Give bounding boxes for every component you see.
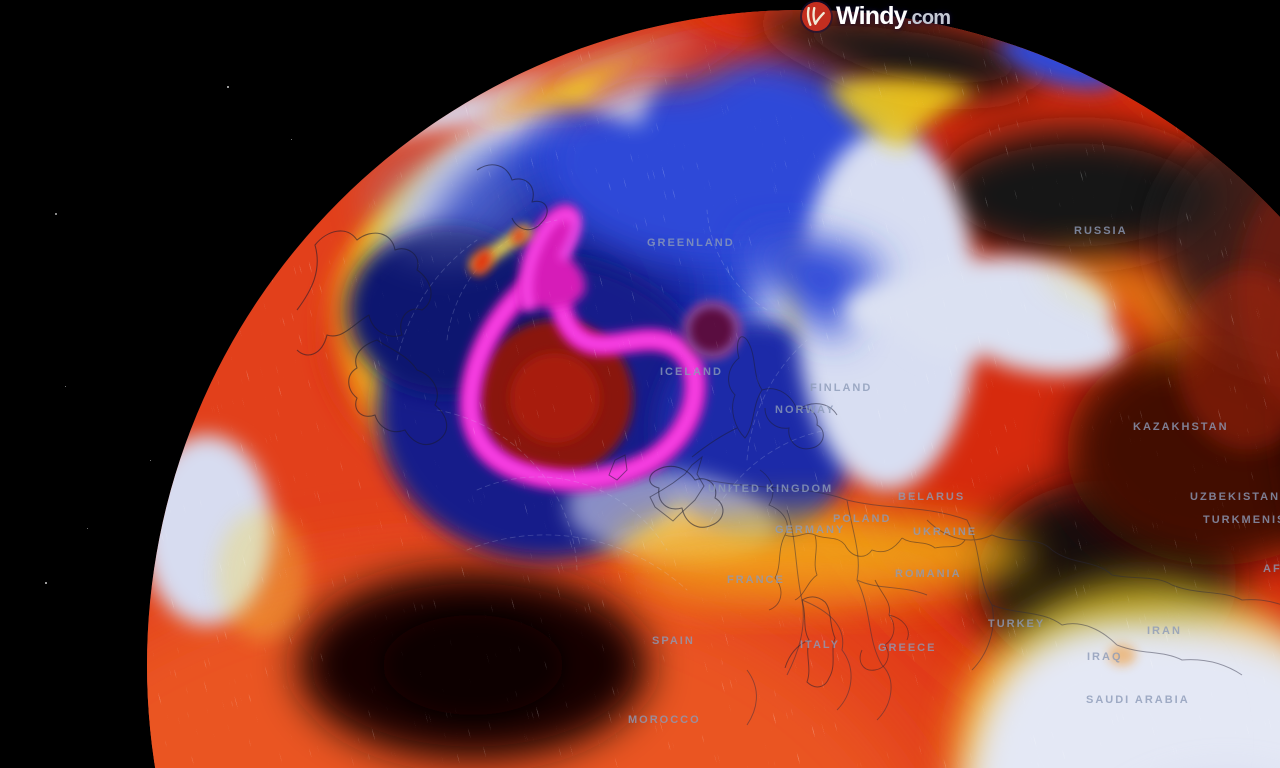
svg-text:FINLAND: FINLAND [810, 382, 872, 394]
svg-text:SPAIN: SPAIN [652, 635, 695, 647]
svg-text:UKRAINE: UKRAINE [913, 526, 977, 538]
svg-text:NORWAY: NORWAY [775, 404, 835, 416]
svg-text:AFGHANISTAN: AFGHANISTAN [1263, 563, 1280, 575]
svg-text:GREENLAND: GREENLAND [647, 237, 735, 249]
svg-text:ICELAND: ICELAND [660, 366, 723, 378]
svg-text:SAUDI ARABIA: SAUDI ARABIA [1086, 694, 1190, 706]
svg-text:IRAN: IRAN [1147, 625, 1182, 637]
svg-text:ITALY: ITALY [800, 639, 840, 651]
svg-text:TURKMENISTAN: TURKMENISTAN [1203, 514, 1280, 526]
svg-text:GERMANY: GERMANY [775, 524, 845, 536]
svg-text:BELARUS: BELARUS [898, 491, 965, 503]
svg-text:RUSSIA: RUSSIA [1074, 225, 1128, 237]
svg-text:GREECE: GREECE [878, 642, 936, 654]
svg-text:UNITED KINGDOM: UNITED KINGDOM [708, 483, 833, 495]
svg-text:FRANCE: FRANCE [727, 574, 785, 586]
svg-text:MOROCCO: MOROCCO [628, 714, 701, 726]
svg-text:KAZAKHSTAN: KAZAKHSTAN [1133, 421, 1229, 433]
svg-text:IRAQ: IRAQ [1087, 651, 1123, 663]
svg-text:ROMANIA: ROMANIA [895, 568, 962, 580]
svg-text:UZBEKISTAN: UZBEKISTAN [1190, 491, 1280, 503]
svg-text:TURKEY: TURKEY [988, 618, 1045, 630]
